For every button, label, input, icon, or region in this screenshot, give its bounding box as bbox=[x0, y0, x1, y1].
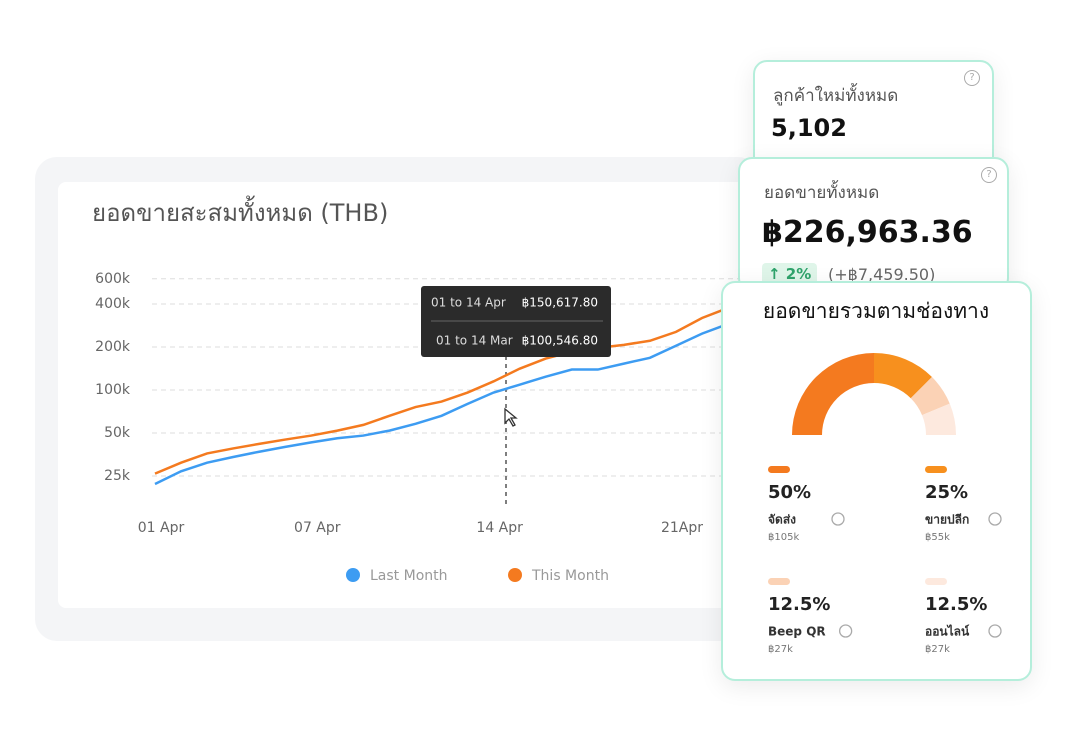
help-icon bbox=[988, 512, 1002, 526]
help-icon[interactable]: ? bbox=[981, 167, 997, 183]
legend-percent: 12.5% bbox=[768, 594, 830, 615]
change-badge: ↑ 2% bbox=[762, 263, 818, 285]
card-value: ฿226,963.36 bbox=[762, 215, 973, 250]
x-tick-label: 21Apr bbox=[661, 520, 703, 536]
tooltip-value: ฿100,546.80 bbox=[522, 334, 598, 348]
pie-segment bbox=[922, 403, 956, 435]
x-tick-label: 14 Apr bbox=[476, 520, 523, 536]
legend-swatch bbox=[925, 466, 947, 473]
legend-label: Last Month bbox=[370, 568, 448, 584]
legend-amount: ฿27k bbox=[925, 644, 950, 655]
legend-swatch bbox=[346, 568, 360, 582]
pie-segment bbox=[792, 353, 874, 435]
pie-segment bbox=[910, 377, 950, 416]
y-tick-label: 100k bbox=[95, 382, 131, 398]
series-line bbox=[154, 322, 729, 486]
card-label: ยอดขายทั้งหมด bbox=[764, 183, 880, 203]
new-customers-card: ลูกค้าใหม่ทั้งหมด 5,102 ? bbox=[753, 60, 994, 175]
change-percent: 2% bbox=[785, 265, 812, 283]
y-tick-label: 600k bbox=[95, 271, 131, 287]
chart-panel bbox=[58, 182, 778, 608]
card-label: ลูกค้าใหม่ทั้งหมด bbox=[773, 86, 899, 106]
chart-title: ยอดขายสะสมทั้งหมด (THB) bbox=[92, 195, 388, 227]
legend-label: This Month bbox=[531, 568, 609, 584]
legend-name: Beep QR bbox=[768, 625, 826, 639]
pie-chart: ยอดขายรวมตามช่องทาง 50% จัดส่ง฿105k 25% ขาย… bbox=[763, 299, 1002, 655]
change-amount: (+฿7,459.50) bbox=[828, 265, 936, 284]
cursor-icon bbox=[504, 407, 518, 427]
y-tick-label: 25k bbox=[104, 468, 131, 484]
legend-name: จัดส่ง bbox=[768, 513, 796, 527]
tooltip-label: 01 to 14 Apr bbox=[431, 296, 506, 310]
tooltip-value: ฿150,617.80 bbox=[522, 296, 598, 310]
card-value: 5,102 bbox=[771, 114, 847, 142]
x-tick-label: 01 Apr bbox=[138, 520, 185, 536]
legend-name: ออนไลน์ bbox=[925, 624, 970, 639]
legend-swatch bbox=[768, 578, 790, 585]
series-line bbox=[154, 306, 729, 475]
channel-card: ยอดขายรวมตามช่องทาง 50% จัดส่ง฿105k 25% ขาย… bbox=[721, 281, 1032, 681]
legend-amount: ฿55k bbox=[925, 532, 950, 543]
legend-percent: 25% bbox=[925, 482, 968, 503]
help-icon bbox=[831, 512, 845, 526]
legend-name: ขายปลีก bbox=[925, 513, 969, 527]
legend-swatch bbox=[508, 568, 522, 582]
help-icon bbox=[838, 624, 853, 638]
y-tick-label: 200k bbox=[95, 339, 131, 355]
legend-swatch bbox=[768, 466, 790, 473]
tooltip-label: 01 to 14 Mar bbox=[436, 334, 513, 348]
x-tick-label: 07 Apr bbox=[294, 520, 341, 536]
help-icon[interactable]: ? bbox=[964, 70, 980, 86]
legend-percent: 12.5% bbox=[925, 594, 987, 615]
legend-swatch bbox=[925, 578, 947, 585]
legend-amount: ฿27k bbox=[768, 644, 793, 655]
y-tick-label: 50k bbox=[104, 425, 131, 441]
help-icon bbox=[988, 624, 1002, 638]
y-tick-label: 400k bbox=[95, 296, 131, 312]
total-sales-card: ยอดขายทั้งหมด ฿226,963.36 ↑ 2% (+฿7,459.… bbox=[738, 157, 1009, 292]
legend-percent: 50% bbox=[768, 482, 811, 503]
pie-segment bbox=[874, 353, 932, 399]
chart-title: ยอดขายรวมตามช่องทาง bbox=[763, 299, 989, 323]
legend-amount: ฿105k bbox=[768, 532, 799, 543]
